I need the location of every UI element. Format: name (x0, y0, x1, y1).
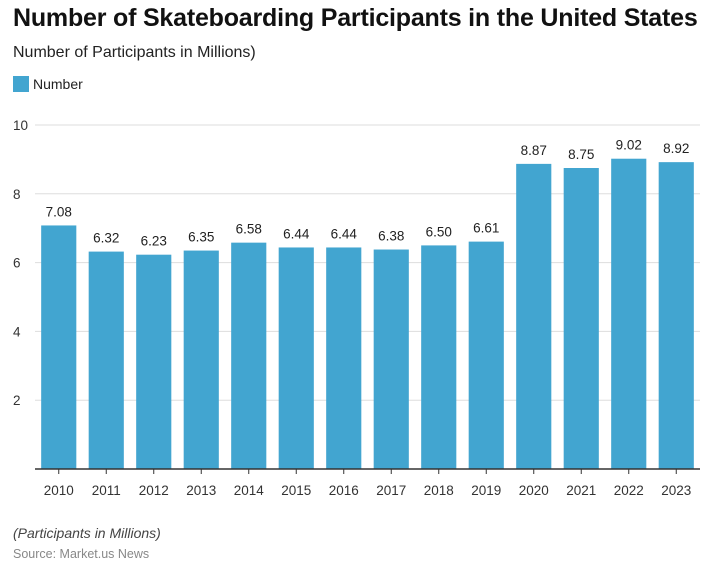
x-tick-label: 2013 (186, 483, 216, 498)
x-tick-label: 2021 (566, 483, 596, 498)
bar (326, 247, 362, 469)
x-tick-label: 2019 (471, 483, 501, 498)
x-tick-label: 2020 (519, 483, 549, 498)
data-label: 8.75 (568, 147, 594, 162)
data-label: 8.92 (663, 141, 689, 156)
y-tick-label: 10 (13, 118, 28, 133)
bar (41, 225, 77, 469)
bar (278, 247, 314, 469)
data-label: 6.38 (378, 229, 404, 244)
bar (183, 250, 219, 469)
legend: Number (13, 76, 83, 92)
x-tick-label: 2023 (661, 483, 691, 498)
legend-label: Number (33, 76, 83, 92)
data-label: 6.44 (283, 226, 310, 241)
x-tick-label: 2015 (281, 483, 311, 498)
data-label: 6.44 (331, 226, 358, 241)
data-label: 6.35 (188, 230, 214, 245)
x-tick-label: 2010 (44, 483, 74, 498)
x-tick-label: 2016 (329, 483, 359, 498)
y-tick-label: 2 (13, 393, 21, 408)
data-label: 6.32 (93, 231, 119, 246)
bar (563, 168, 599, 469)
bar (88, 251, 124, 469)
chart-subtitle: Number of Participants in Millions) (13, 44, 256, 61)
footnote: (Participants in Millions) (13, 525, 161, 541)
data-label: 6.58 (236, 222, 262, 237)
x-tick-label: 2011 (92, 483, 121, 498)
bar (516, 163, 552, 469)
bar (658, 162, 694, 470)
bar (421, 245, 457, 469)
data-label: 6.23 (141, 234, 167, 249)
chart-title: Number of Skateboarding Participants in … (13, 4, 698, 32)
x-tick-label: 2012 (139, 483, 169, 498)
y-tick-label: 4 (13, 324, 21, 339)
bar (231, 242, 267, 469)
y-tick-label: 6 (13, 256, 21, 271)
x-tick-label: 2018 (424, 483, 454, 498)
x-tick-label: 2014 (234, 483, 265, 498)
bar (136, 254, 172, 469)
data-label: 7.08 (46, 204, 72, 219)
x-tick-label: 2022 (614, 483, 644, 498)
y-tick-label: 8 (13, 187, 21, 202)
bar (373, 249, 409, 469)
data-label: 8.87 (521, 143, 547, 158)
legend-swatch (13, 76, 29, 92)
x-tick-label: 2017 (376, 483, 406, 498)
source-note: Source: Market.us News (13, 547, 150, 561)
bar (468, 241, 504, 469)
bar (611, 158, 647, 469)
data-label: 6.50 (426, 224, 452, 239)
data-label: 9.02 (616, 138, 642, 153)
data-label: 6.61 (473, 221, 499, 236)
